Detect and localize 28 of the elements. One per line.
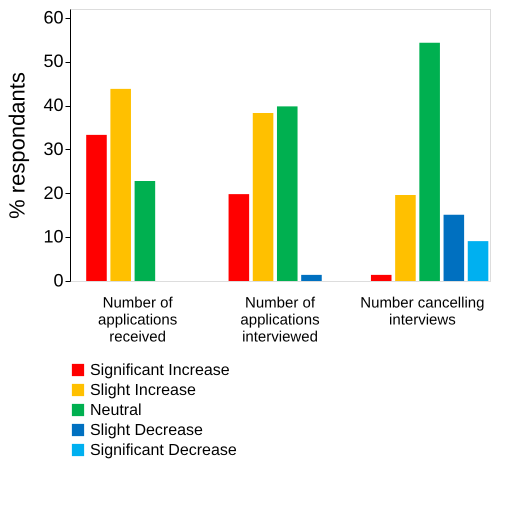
legend-label: Significant Increase [90, 362, 230, 379]
bar [395, 195, 416, 281]
x-tick-label: Number cancelling interviews [360, 294, 484, 328]
legend-label: Slight Decrease [90, 422, 204, 439]
y-tick-label: 60 [43, 7, 64, 28]
bar [444, 214, 464, 281]
bar [468, 241, 488, 281]
bar [252, 112, 274, 281]
x-tick-label: Number of applications interviewed [240, 294, 320, 346]
bar [228, 194, 250, 281]
y-tick-label: 30 [43, 138, 64, 159]
legend-label: Slight Increase [90, 382, 196, 399]
bar [86, 134, 107, 281]
y-tick-label: 40 [43, 95, 64, 116]
legend-label: Significant Decrease [90, 442, 237, 459]
y-axis-title: % respondants [4, 72, 30, 219]
legend-label: Neutral [90, 402, 142, 419]
bar [110, 88, 131, 281]
bar [276, 106, 298, 281]
y-tick-label: 20 [43, 182, 64, 203]
y-tick-label: 50 [43, 51, 64, 72]
y-tick-label: 10 [43, 226, 64, 247]
x-tick-label: Number of applications received [98, 294, 178, 346]
bar [419, 42, 440, 281]
y-tick-label: 0 [53, 270, 64, 290]
bar [370, 274, 392, 281]
bar [134, 180, 156, 281]
bar [301, 274, 322, 281]
